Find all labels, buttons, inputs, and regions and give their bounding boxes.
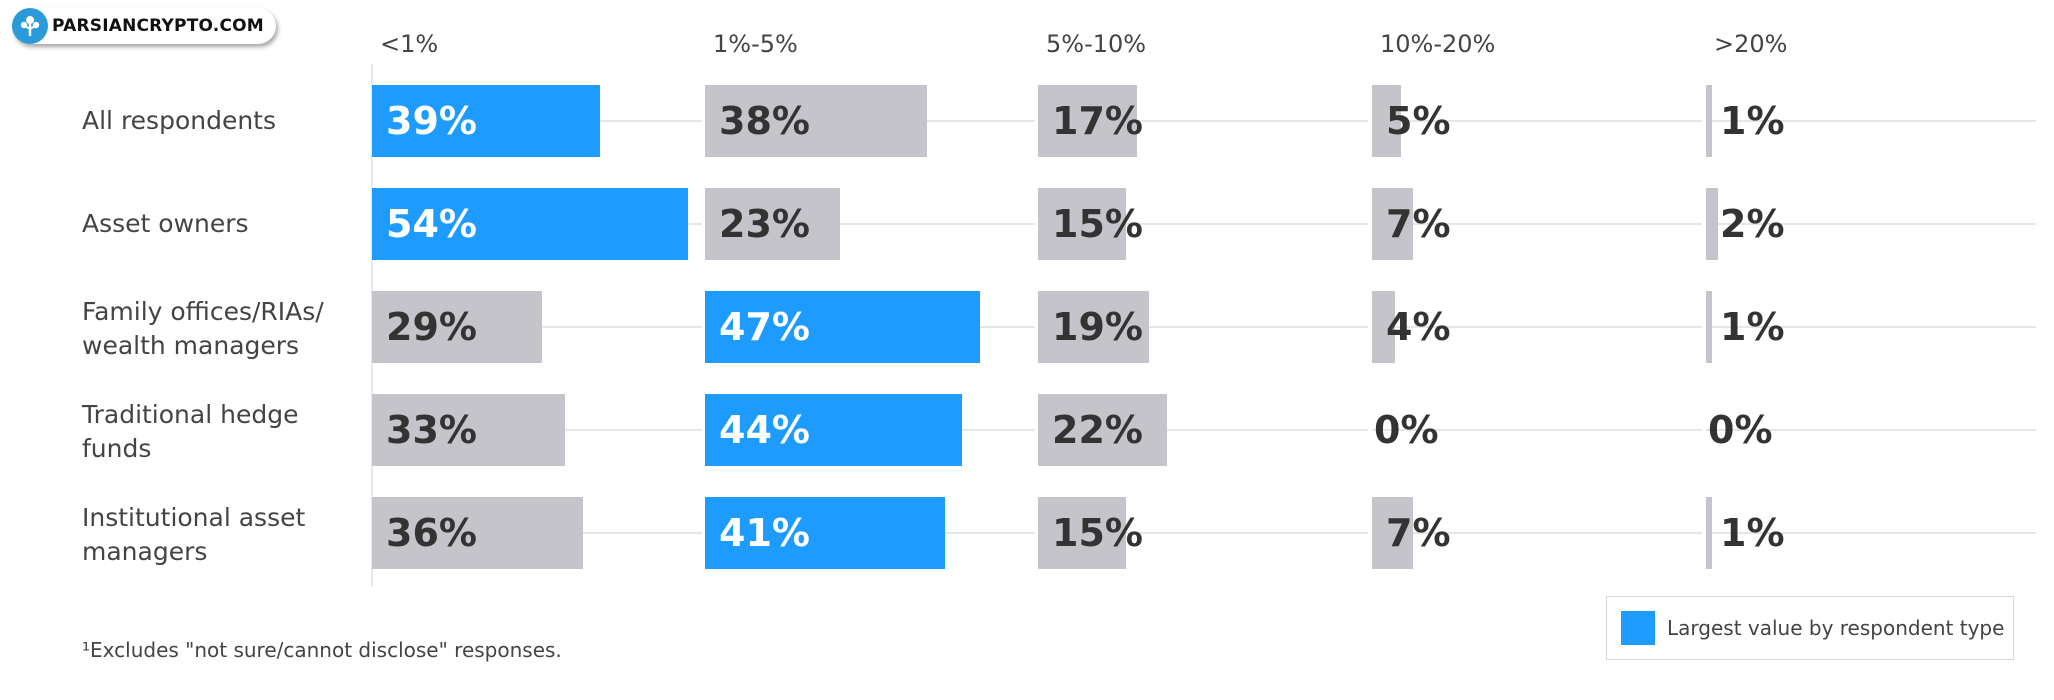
bar: [372, 394, 565, 466]
data-label: 1%: [1720, 99, 1785, 143]
data-label: 38%: [719, 99, 810, 143]
watermark-text: PARSIANCRYPTO.COM: [52, 16, 264, 36]
column-header: 5%-10%: [1046, 30, 1146, 58]
watermark: PARSIANCRYPTO.COM: [12, 8, 276, 44]
data-label: 15%: [1052, 202, 1143, 246]
bar: [1706, 85, 1712, 157]
column-header: >20%: [1714, 30, 1787, 58]
data-label: 47%: [719, 305, 810, 349]
bar: [1372, 291, 1395, 363]
data-label: 36%: [386, 511, 477, 555]
bar: [372, 291, 542, 363]
data-label: 7%: [1386, 511, 1451, 555]
row-label: wealth managers: [82, 331, 299, 360]
bar: [1038, 497, 1126, 569]
data-label: 41%: [719, 511, 810, 555]
chart-plot: <1% 1%-5% 5%-10% 10%-20% >20% All respondents…: [81, 30, 2036, 586]
data-label: 39%: [386, 99, 477, 143]
data-label: 22%: [1052, 408, 1143, 452]
data-label: 44%: [719, 408, 810, 452]
data-label: 15%: [1052, 511, 1143, 555]
legend: Largest value by respondent type: [1606, 596, 2014, 660]
bar: [705, 188, 840, 260]
bar: [705, 394, 962, 466]
data-label: 5%: [1386, 99, 1451, 143]
data-label: 0%: [1374, 408, 1439, 452]
bar: [1372, 85, 1401, 157]
bar: [705, 497, 945, 569]
tree-logo-icon: [12, 8, 48, 44]
bar: [372, 497, 583, 569]
row-label: All respondents: [82, 106, 276, 135]
bar: [372, 85, 600, 157]
data-label: 19%: [1052, 305, 1143, 349]
data-label: 17%: [1052, 99, 1143, 143]
data-label: 23%: [719, 202, 810, 246]
row-label: Traditional hedge: [81, 400, 298, 429]
row-label: Family offices/RIAs/: [82, 297, 324, 326]
data-label: 1%: [1720, 511, 1785, 555]
data-label: 33%: [386, 408, 477, 452]
bar: [1038, 291, 1149, 363]
bar: [1706, 497, 1712, 569]
data-label: 54%: [386, 202, 477, 246]
bar: [1038, 85, 1137, 157]
data-label: 29%: [386, 305, 477, 349]
bar: [1372, 188, 1413, 260]
bar: [1038, 394, 1167, 466]
row-label: managers: [82, 537, 207, 566]
column-header: 1%-5%: [713, 30, 798, 58]
bar: [1372, 497, 1413, 569]
bar: [1038, 188, 1126, 260]
footnote: ¹Excludes "not sure/cannot disclose" res…: [82, 638, 562, 662]
bar: [705, 85, 927, 157]
bar: [705, 291, 980, 363]
bar: [1706, 291, 1712, 363]
bar: [372, 188, 688, 260]
data-label: 7%: [1386, 202, 1451, 246]
row-label: Asset owners: [82, 209, 249, 238]
data-label: 2%: [1720, 202, 1785, 246]
column-header: <1%: [380, 30, 438, 58]
legend-label: Largest value by respondent type: [1667, 616, 2005, 640]
data-label: 0%: [1708, 408, 1773, 452]
column-header: 10%-20%: [1380, 30, 1495, 58]
bar: [1706, 188, 1718, 260]
row-label: Institutional asset: [82, 503, 305, 532]
data-label: 1%: [1720, 305, 1785, 349]
legend-swatch-highlight: [1621, 611, 1655, 645]
data-label: 4%: [1386, 305, 1451, 349]
row-label: funds: [82, 434, 151, 463]
